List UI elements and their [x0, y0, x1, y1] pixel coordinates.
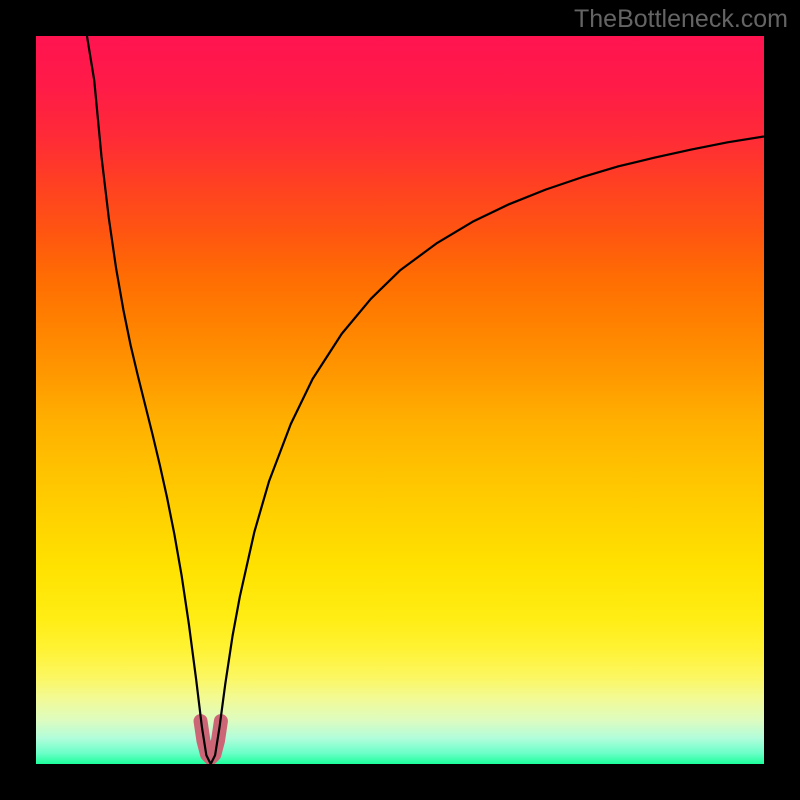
watermark-text: TheBottleneck.com — [574, 5, 788, 34]
bottleneck-curve-svg — [0, 0, 800, 800]
bottleneck-curve — [87, 36, 764, 764]
